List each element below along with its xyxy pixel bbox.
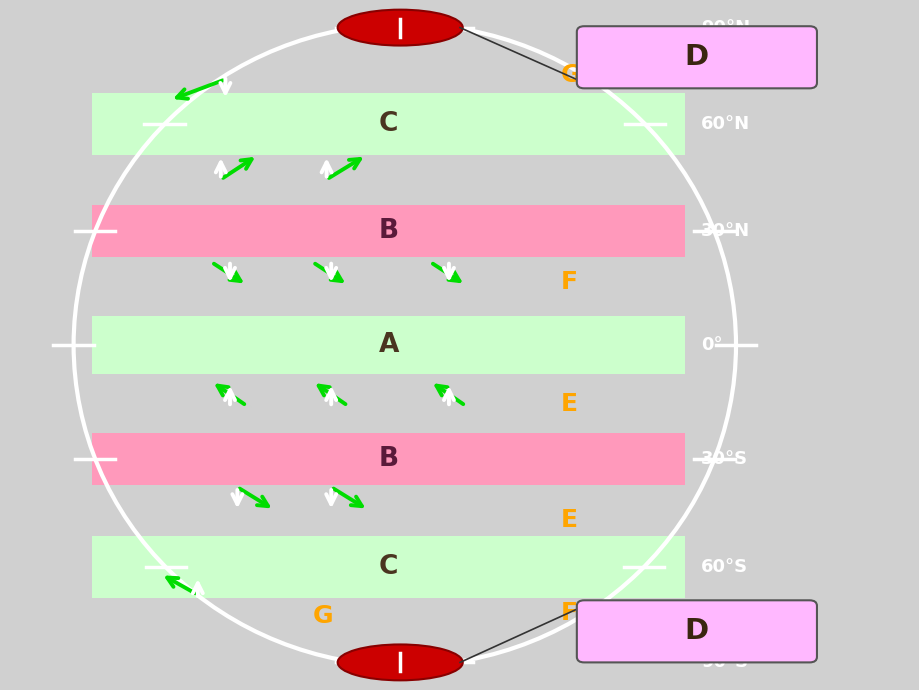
Text: C: C [379,111,398,137]
Bar [92,433,685,484]
Text: 90°N: 90°N [700,19,749,37]
Bar [92,536,685,598]
Bar [92,93,685,155]
Text: B: B [379,446,398,472]
Text: G: G [561,63,581,86]
Text: 60°S: 60°S [700,558,747,576]
Text: D: D [684,43,709,71]
FancyBboxPatch shape [576,26,816,88]
Text: 30°S: 30°S [700,450,747,468]
Bar [92,316,685,374]
Text: 60°N: 60°N [700,115,749,133]
Text: G: G [312,604,333,628]
Text: F: F [561,270,577,293]
Text: A: A [378,332,399,358]
Text: 30°N: 30°N [700,222,749,240]
Text: F: F [561,601,577,624]
Text: C: C [379,554,398,580]
Text: 90°S: 90°S [700,653,747,671]
Text: E: E [561,392,577,415]
Text: B: B [379,218,398,244]
FancyBboxPatch shape [576,600,816,662]
Text: E: E [561,508,577,531]
Text: 0°: 0° [700,336,722,354]
Bar [92,206,685,257]
Ellipse shape [337,10,462,46]
Ellipse shape [337,644,462,680]
Text: D: D [684,618,709,645]
